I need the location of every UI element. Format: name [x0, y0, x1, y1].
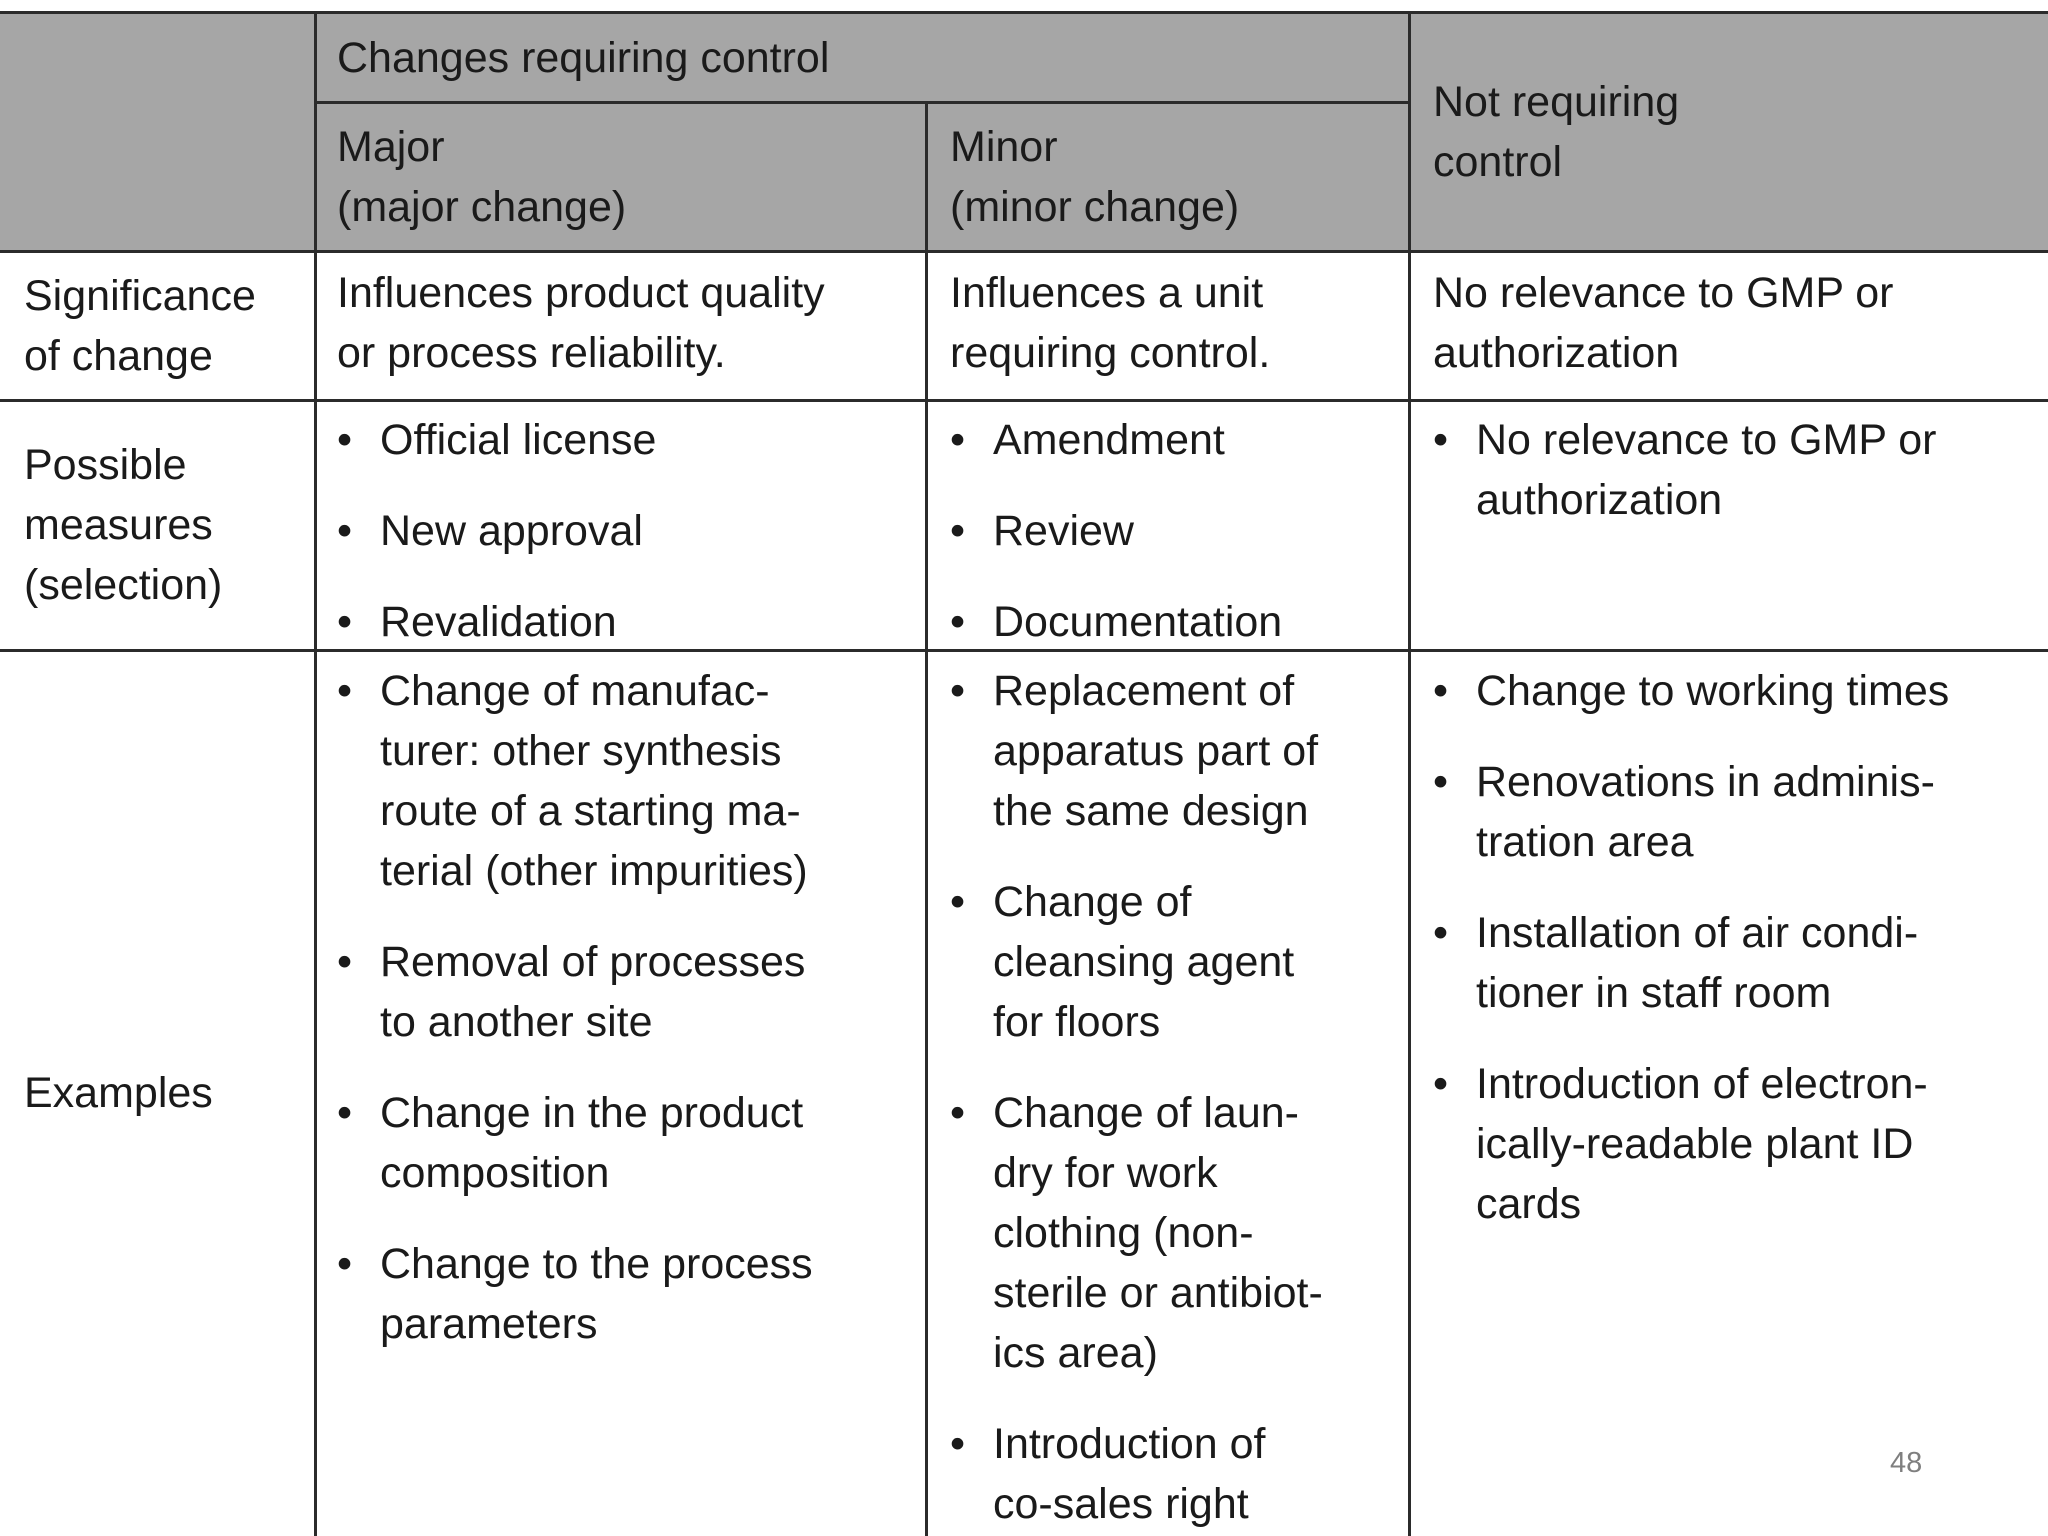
bullet-item: No relevance to GMP or authorization — [1433, 410, 2048, 530]
row-label: Examples — [24, 1069, 213, 1117]
bullet-item: Introduction of co-sales right — [950, 1414, 1409, 1534]
bullet-list: Replacement of apparatus part of the sam… — [950, 661, 1409, 1534]
header-minor: Minor (minor change) — [950, 122, 1240, 231]
rule — [925, 101, 928, 1536]
bullet-item: Change of manufac- turer: other synthesi… — [337, 661, 926, 901]
bullet-item: Revalidation — [337, 592, 926, 650]
bullet-list: Change to working times Renovations in ad… — [1433, 661, 2048, 1234]
bullet-list: No relevance to GMP or authorization — [1433, 410, 2048, 530]
bullet-list: Official license New approval Revalidation — [337, 410, 926, 650]
bullet-item: Amendment — [950, 410, 1409, 470]
bullet-item: Review — [950, 501, 1409, 561]
bullet-item: Change in the product composition — [337, 1083, 926, 1203]
bullet-item: Documentation — [950, 592, 1409, 650]
header-background — [0, 13, 2048, 251]
rule — [315, 101, 1409, 104]
bullet-list: Amendment Review Documentation — [950, 410, 1409, 650]
cell: No relevance to GMP or authorization — [1409, 400, 2048, 650]
rule — [0, 11, 2048, 14]
rule — [314, 11, 317, 1536]
cell: Influences a unit requiring control. — [950, 269, 1271, 377]
rule — [0, 649, 2048, 652]
cell: Replacement of apparatus part of the sam… — [926, 650, 1409, 1536]
bullet-item: Change of cleansing agent for floors — [950, 872, 1409, 1052]
page-number: 48 — [1890, 1447, 1923, 1479]
header-major: Major (major change) — [337, 122, 627, 231]
cell: No relevance to GMP or authorization — [1433, 269, 1894, 377]
bullet-item: Removal of processes to another site — [337, 932, 926, 1052]
cell: Influences product quality or process re… — [337, 269, 825, 377]
bullet-item: Introduction of electron- ically-readabl… — [1433, 1054, 2048, 1234]
cell: Official license New approval Revalidation — [315, 400, 926, 650]
rule — [0, 250, 2048, 253]
cell: Change to working times Renovations in ad… — [1409, 650, 2048, 1536]
row-label: Significance of change — [24, 271, 256, 380]
bullet-item: Replacement of apparatus part of the sam… — [950, 661, 1409, 841]
cell: Amendment Review Documentation — [926, 400, 1409, 650]
cell: Change of manufac- turer: other synthesi… — [315, 650, 926, 1536]
rule — [1408, 11, 1411, 1536]
bullet-item: New approval — [337, 501, 926, 561]
bullet-item: Change to the process parameters — [337, 1234, 926, 1354]
row-label: Possible measures (selection) — [24, 441, 223, 609]
bullet-item: Official license — [337, 410, 926, 470]
bullet-item: Installation of air condi- tioner in sta… — [1433, 903, 2048, 1023]
bullet-item: Renovations in adminis- tration area — [1433, 752, 2048, 872]
bullet-list: Change of manufac- turer: other synthesi… — [337, 661, 926, 1354]
header-none: Not requiring control — [1433, 78, 1680, 186]
rule — [0, 399, 2048, 402]
bullet-item: Change of laun- dry for work clothing (n… — [950, 1083, 1409, 1383]
bullet-item: Change to working times — [1433, 661, 2048, 721]
header-group: Changes requiring control — [337, 33, 830, 82]
